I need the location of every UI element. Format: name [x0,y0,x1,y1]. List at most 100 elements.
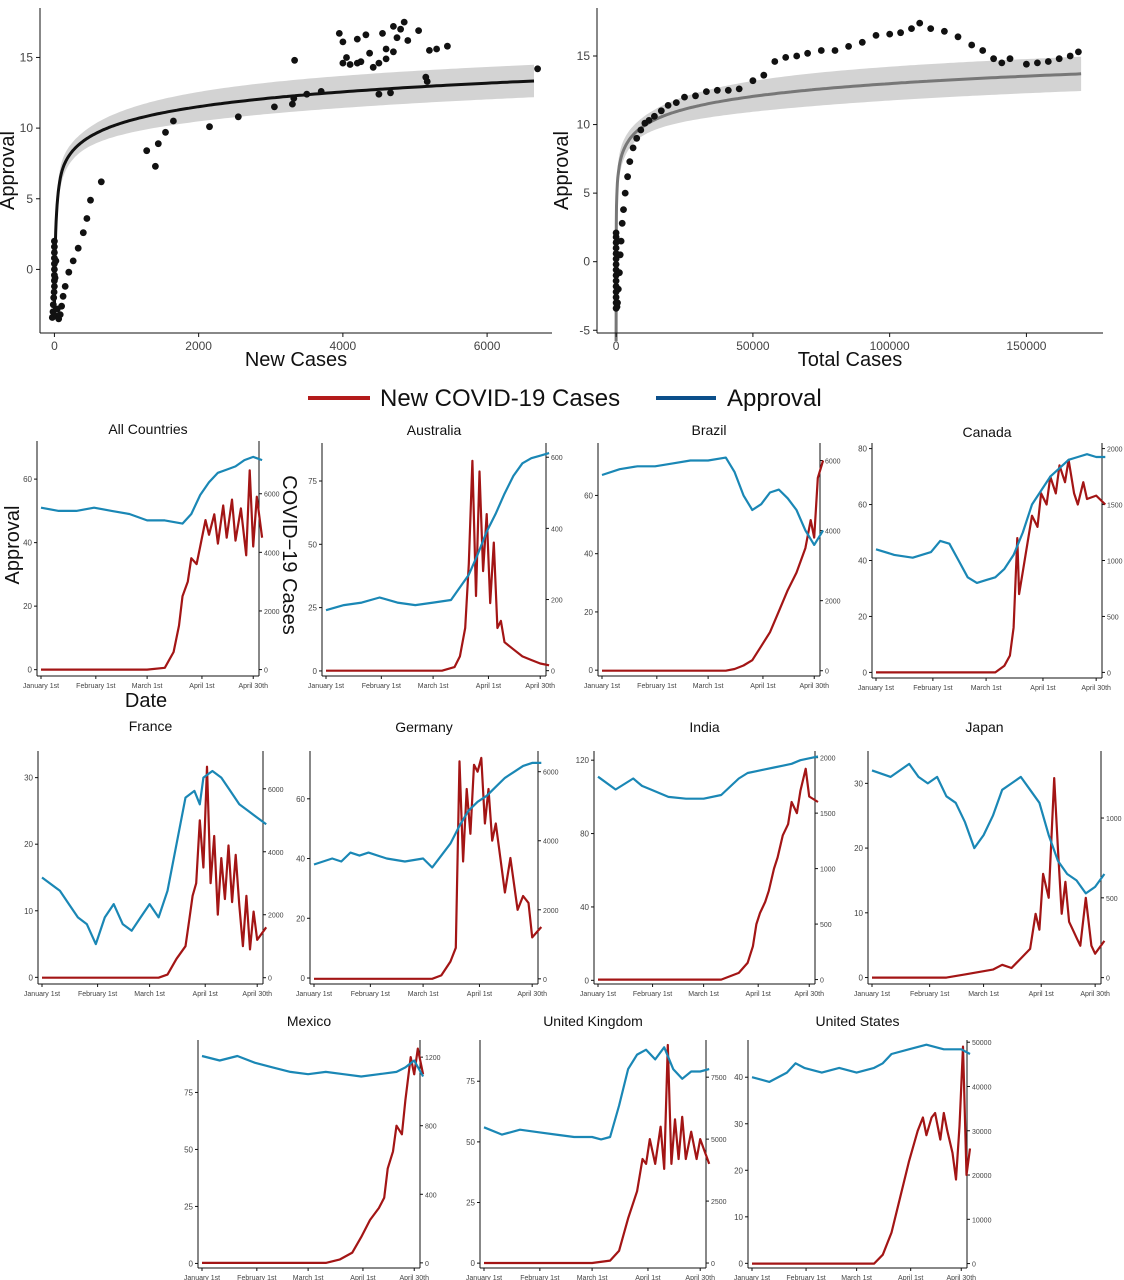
shared-right-y-label: COVID−19 Cases [278,475,300,635]
scatter-total-point-28 [637,126,645,134]
scatter-total-point-41 [749,77,757,85]
brazil-x-tick-label: February 1st [637,683,676,690]
united-kingdom-x-tick-label: January 1st [466,1275,502,1280]
india-x-tick-label: February 1st [633,991,672,998]
japan-left-tick-label: 0 [859,974,864,983]
scatter-new-point-68 [423,78,431,85]
scatter-total-point-24 [624,173,631,181]
india-left-tick-label: 120 [576,756,590,765]
brazil-right-tick-label: 4000 [825,529,841,536]
canada-right-tick-label: 1000 [1107,559,1123,566]
germany-right-tick-label: 2000 [543,908,559,915]
scatter-new-point-56 [379,30,386,37]
scatter-total-point-40 [735,85,743,93]
scatter-new-point-37 [271,103,278,111]
india-left-tick-label: 40 [580,903,589,912]
legend-label-approval: Approval [727,385,822,412]
united-states-left-tick-label: 10 [734,1213,743,1222]
germany-title: Germany [395,719,453,735]
united-kingdom-panel: United Kingdom 0 25 50 75 0 2500 5000 7500 Januar… [466,1013,727,1280]
germany-right-tick-label: 4000 [543,839,559,846]
france-left-tick-label: 0 [29,973,34,982]
scatter-total-point-53 [897,29,904,37]
united-states-x-tick-label: April 30th [946,1275,976,1280]
united-states-right-tick-label: 30000 [972,1129,992,1136]
brazil-x-tick-label: April 30th [799,683,829,690]
scatter-total-point-64 [1023,60,1030,68]
australia-right-tick-label: 200 [551,598,563,605]
japan-x-tick-label: March 1st [968,991,999,998]
scatter-total-point-49 [845,43,852,50]
scatter-total-point-16 [614,299,621,307]
all-countries-x-tick-label: February 1st [76,683,115,690]
scatter-total-point-48 [831,47,839,54]
mexico-x-tick-label: March 1st [293,1275,324,1280]
scatter-total-point-36 [692,92,699,100]
brazil-x-tick-label: March 1st [693,683,724,690]
united-states-x-tick-label: March 1st [841,1275,872,1280]
united-kingdom-left-tick-label: 0 [471,1259,476,1268]
scatter-new-y-tick-label: 0 [26,262,33,276]
all-countries-cases-line [41,469,264,671]
scatter-new-point-58 [382,45,390,53]
germany-left-tick-label: 40 [296,855,305,864]
scatter-total-point-8 [612,261,620,268]
scatter-total-point-42 [760,71,768,79]
scatter-total-point-35 [681,93,688,101]
mexico-x-tick-label: April 1st [350,1275,375,1280]
germany-left-tick-label: 0 [301,974,306,983]
canada-x-tick-label: March 1st [971,685,1002,692]
germany-x-tick-label: January 1st [296,991,332,998]
scatter-total-point-57 [941,27,948,35]
japan-x-tick-label: February 1st [910,991,949,998]
scatter-total-x-tick-label: 100000 [870,339,910,353]
united-kingdom-right-tick-label: 0 [711,1261,715,1268]
united-states-x-tick-label: January 1st [734,1275,770,1280]
united-states-right-tick-label: 40000 [972,1084,992,1091]
germany-x-tick-label: February 1st [351,991,390,998]
australia-x-tick-label: March 1st [418,683,449,690]
scatter-new-point-52 [366,49,373,57]
brazil-left-tick-label: 20 [584,608,593,617]
scatter-new-point-35 [206,123,213,131]
germany-x-tick-label: April 1st [467,991,492,998]
mexico-panel: Mexico 0 25 50 75 0 400 800 1200 January 1st Febru… [184,1013,441,1280]
scatter-new-point-29 [97,178,105,186]
scatter-total-point-21 [618,219,626,227]
scatter-new-point-22 [61,283,69,290]
scatter-new-x-tick-label: 6000 [474,339,501,353]
scatter-total-point-2 [612,293,620,301]
germany-right-tick-label: 6000 [543,770,559,777]
mexico-approval-line [201,1054,425,1078]
scatter-total-point-52 [886,30,894,38]
canada-left-tick-label: 0 [863,668,868,677]
scatter-total-point-31 [651,112,658,120]
scatter-total-y-tick-label: 15 [577,49,591,63]
mexico-left-tick-label: 0 [189,1259,194,1268]
australia-x-tick-label: February 1st [362,683,401,690]
germany-approval-line [313,761,542,869]
scatter-new-point-39 [290,95,298,102]
scatter-new-point-59 [387,89,394,97]
united-kingdom-x-tick-label: April 30th [685,1275,715,1280]
germany-x-tick-label: March 1st [408,991,439,998]
scatter-total-point-20 [617,237,625,245]
united-kingdom-x-tick-label: February 1st [520,1275,559,1280]
india-x-tick-label: January 1st [580,991,616,998]
canada-left-tick-label: 80 [858,445,867,454]
scatter-total-panel: -5 0 5 10 15 0 50000 100000 150000 Total Cases App… [551,8,1103,371]
australia-right-tick-label: 400 [551,526,563,533]
united-states-left-tick-label: 0 [739,1259,744,1268]
france-x-tick-label: April 1st [193,991,218,998]
united-states-right-tick-label: 10000 [972,1217,992,1224]
scatter-total-point-58 [954,33,962,41]
mexico-right-tick-label: 1200 [425,1055,441,1062]
australia-left-tick-label: 0 [313,667,318,676]
scatter-new-point-36 [234,113,242,121]
scatter-new-point-11 [51,249,58,256]
scatter-total-point-27 [633,134,641,142]
mexico-right-tick-label: 800 [425,1124,437,1131]
scatter-new-point-51 [362,31,370,39]
australia-left-tick-label: 25 [308,604,317,613]
india-approval-line [597,755,819,800]
